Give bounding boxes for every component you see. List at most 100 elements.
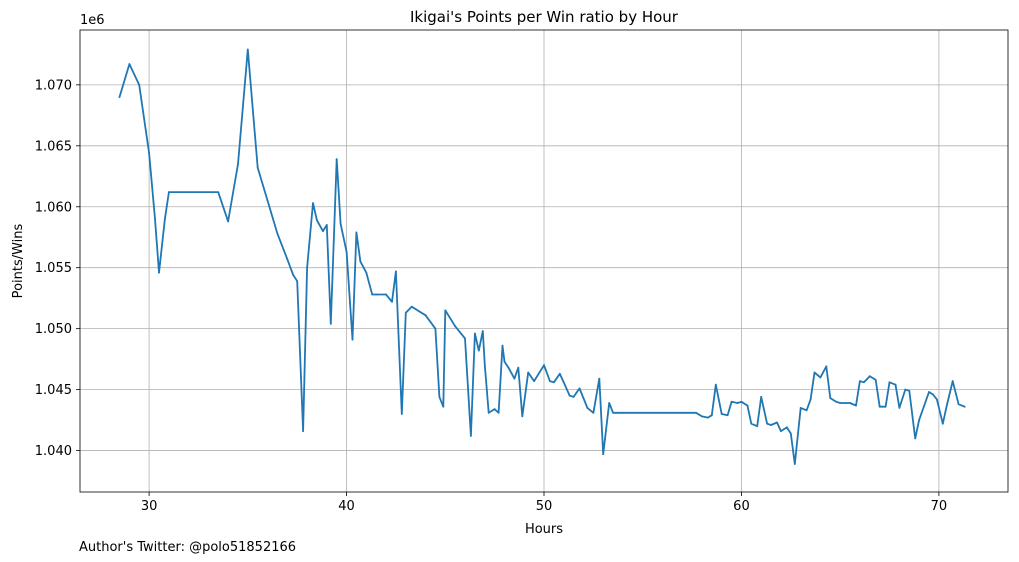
data-point (365, 271, 368, 274)
y-axis-label: Points/Wins (11, 223, 26, 298)
data-point (736, 402, 739, 404)
y-tick-label: 1.055 (35, 261, 72, 276)
data-point (138, 84, 141, 86)
data-point (855, 404, 857, 407)
x-axis: 30 40 50 60 70 (141, 492, 947, 514)
data-point (385, 293, 387, 296)
data-point (710, 414, 713, 417)
data-point (434, 327, 437, 330)
data-point (878, 405, 881, 408)
data-point (608, 402, 611, 404)
data-point (598, 377, 601, 380)
data-point (306, 266, 308, 269)
y-tick-label: 1.060 (35, 200, 72, 215)
data-point (517, 366, 520, 369)
data-point (572, 396, 575, 398)
data-point (507, 366, 510, 369)
data-point (622, 411, 624, 414)
data-point (483, 364, 486, 367)
data-point (227, 220, 230, 223)
data-point (766, 422, 768, 425)
data-point (695, 411, 697, 414)
data-point (884, 405, 887, 408)
data-point (951, 380, 954, 382)
data-point (302, 430, 304, 432)
data-point (325, 224, 328, 226)
data-point (825, 365, 828, 368)
data-point (720, 413, 723, 415)
data-point (863, 381, 865, 384)
data-point (750, 422, 753, 425)
data-point (292, 274, 295, 276)
data-point (424, 314, 427, 317)
data-point (789, 432, 792, 435)
data-point (418, 310, 421, 313)
y-tick-label: 1.065 (35, 139, 72, 154)
y-tick-label: 1.045 (35, 383, 72, 398)
data-point (558, 372, 561, 375)
data-point (329, 322, 332, 325)
data-point (714, 383, 717, 386)
data-point (400, 413, 403, 415)
data-point (612, 411, 614, 414)
data-point (780, 430, 782, 432)
data-point (256, 166, 259, 169)
data-point (562, 381, 565, 384)
y-tick-label: 1.040 (35, 444, 72, 459)
data-point (616, 411, 618, 414)
data-point (849, 402, 851, 404)
data-point (276, 232, 279, 235)
y-tick-label: 1.070 (35, 78, 72, 93)
data-point (442, 405, 445, 408)
y-offset-label: 1e6 (80, 13, 105, 28)
data-point (246, 48, 249, 51)
data-point (513, 377, 516, 380)
y-tick-label: 1.050 (35, 322, 72, 337)
data-point (164, 218, 166, 220)
data-point (549, 380, 551, 382)
data-point (568, 394, 571, 397)
data-point (586, 407, 589, 409)
data-point (928, 391, 930, 393)
data-point (726, 414, 729, 417)
data-point (148, 152, 151, 155)
x-tick-label: 60 (733, 499, 750, 514)
author-credit: Author's Twitter: @polo51852166 (79, 540, 296, 555)
data-point (296, 280, 299, 282)
data-point (945, 404, 948, 407)
data-point (158, 271, 160, 274)
data-point (799, 407, 802, 409)
data-point (553, 381, 555, 384)
data-point (477, 349, 480, 352)
data-point (701, 415, 703, 418)
data-point (487, 411, 490, 414)
y-axis: 1.040 1.045 1.050 1.055 1.060 1.065 1.070 (35, 78, 80, 459)
data-point (740, 400, 743, 403)
x-tick-label: 70 (931, 499, 948, 514)
data-point (756, 425, 759, 428)
data-point (521, 415, 524, 418)
data-point (371, 293, 374, 296)
data-point (839, 402, 842, 404)
data-point (339, 222, 342, 225)
data-point (845, 402, 847, 404)
data-point (252, 120, 255, 123)
data-point (932, 393, 934, 396)
data-point (898, 407, 901, 409)
data-point (602, 453, 605, 456)
data-point (760, 396, 763, 398)
data-point (207, 191, 210, 194)
data-point (805, 409, 808, 412)
data-point (351, 338, 354, 341)
data-point (501, 344, 504, 347)
data-point (786, 426, 788, 429)
data-point (904, 388, 907, 391)
data-point (730, 400, 733, 403)
data-point (894, 383, 897, 386)
data-point (941, 422, 944, 425)
chart-title: Ikigai's Points per Win ratio by Hour (410, 8, 679, 26)
data-point (404, 311, 407, 314)
data-point (859, 380, 861, 382)
data-point (177, 191, 180, 194)
